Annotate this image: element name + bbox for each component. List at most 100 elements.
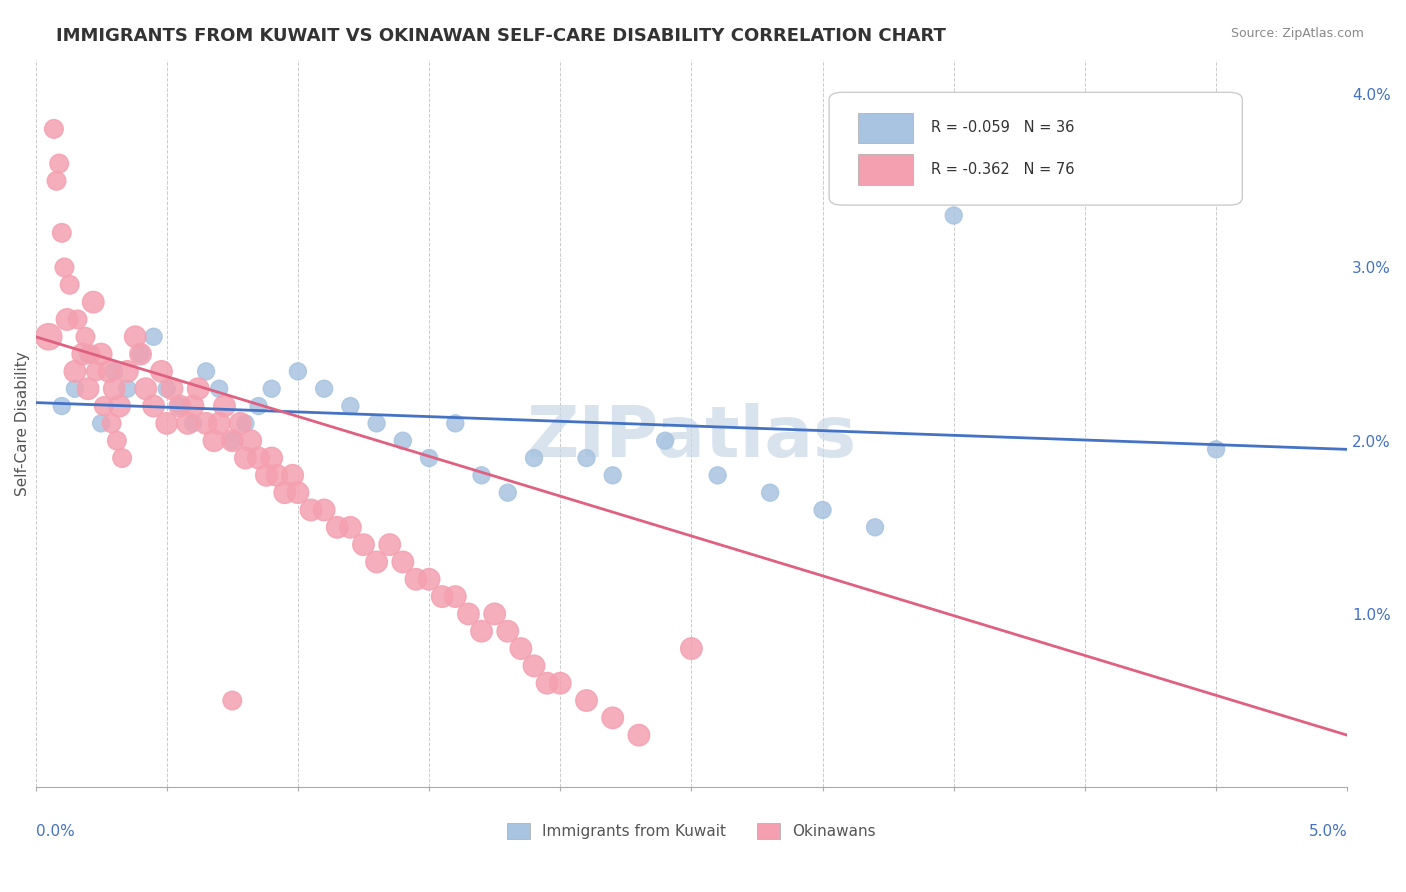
Point <box>63 364 86 378</box>
Point <box>548 676 571 690</box>
Point <box>195 364 218 378</box>
Point <box>51 399 73 413</box>
Point <box>38 330 60 344</box>
Point <box>706 468 728 483</box>
Point <box>339 399 361 413</box>
Text: IMMIGRANTS FROM KUWAIT VS OKINAWAN SELF-CARE DISABILITY CORRELATION CHART: IMMIGRANTS FROM KUWAIT VS OKINAWAN SELF-… <box>56 27 946 45</box>
Point <box>602 711 624 725</box>
Point <box>202 434 225 448</box>
Point <box>378 538 401 552</box>
Point <box>42 121 65 136</box>
Point <box>392 555 415 569</box>
Point <box>187 382 209 396</box>
Text: Source: ZipAtlas.com: Source: ZipAtlas.com <box>1230 27 1364 40</box>
Point <box>484 607 506 621</box>
Point <box>105 434 128 448</box>
Point <box>156 382 179 396</box>
Point <box>63 382 86 396</box>
Point <box>150 364 173 378</box>
Point <box>51 226 73 240</box>
Bar <box>858 154 912 185</box>
Point <box>1205 442 1227 457</box>
Y-axis label: Self-Care Disability: Self-Care Disability <box>15 351 30 496</box>
Point <box>169 399 191 413</box>
Point <box>117 382 139 396</box>
Point <box>108 399 131 413</box>
Point <box>221 693 243 707</box>
Point <box>266 468 288 483</box>
Point <box>811 503 834 517</box>
Point <box>111 450 134 465</box>
Point <box>575 450 598 465</box>
Point <box>181 399 204 413</box>
Point <box>496 485 519 500</box>
Point <box>366 555 388 569</box>
Point <box>654 434 676 448</box>
Point <box>274 485 297 500</box>
Point <box>169 399 191 413</box>
Point <box>77 347 100 361</box>
Point <box>523 659 546 673</box>
Point <box>235 450 257 465</box>
Point <box>156 417 179 431</box>
Point <box>90 417 112 431</box>
Point <box>79 347 101 361</box>
Text: 5.0%: 5.0% <box>1309 823 1347 838</box>
Point <box>100 417 122 431</box>
Point <box>418 450 440 465</box>
Point <box>84 364 107 378</box>
Bar <box>858 112 912 144</box>
Point <box>575 693 598 707</box>
Point <box>418 572 440 586</box>
Point <box>536 676 558 690</box>
Text: R = -0.362   N = 76: R = -0.362 N = 76 <box>931 162 1076 177</box>
Point <box>142 399 165 413</box>
Point <box>247 399 270 413</box>
Point <box>208 382 231 396</box>
Point <box>208 417 231 431</box>
Point <box>759 485 782 500</box>
Point <box>287 485 309 500</box>
Point <box>93 399 115 413</box>
Point <box>75 330 97 344</box>
Point <box>444 417 467 431</box>
Point <box>45 174 67 188</box>
Point <box>260 382 283 396</box>
Point <box>195 417 218 431</box>
Point <box>135 382 157 396</box>
Point <box>496 624 519 639</box>
Point <box>314 503 336 517</box>
Point <box>142 330 165 344</box>
Point <box>523 450 546 465</box>
Point <box>177 417 200 431</box>
Point <box>457 607 479 621</box>
Point <box>281 468 304 483</box>
Point <box>117 364 139 378</box>
Point <box>129 347 152 361</box>
Point <box>470 468 492 483</box>
Point <box>247 450 270 465</box>
Point <box>221 434 243 448</box>
Point <box>287 364 309 378</box>
Point <box>299 503 322 517</box>
Point <box>66 312 89 326</box>
Text: R = -0.059   N = 36: R = -0.059 N = 36 <box>931 120 1074 136</box>
Point <box>48 156 70 170</box>
Point <box>56 312 79 326</box>
Text: 0.0%: 0.0% <box>35 823 75 838</box>
Point <box>214 399 236 413</box>
Point <box>129 347 152 361</box>
Point <box>77 382 100 396</box>
Point <box>160 382 183 396</box>
Point <box>470 624 492 639</box>
Point <box>314 382 336 396</box>
Point <box>124 330 146 344</box>
Point <box>82 295 104 310</box>
Point <box>942 209 965 223</box>
Point <box>98 364 121 378</box>
Point <box>235 417 257 431</box>
Point <box>627 728 650 742</box>
Point <box>509 641 531 656</box>
Text: ZIPatlas: ZIPatlas <box>526 403 856 473</box>
Point <box>103 364 125 378</box>
